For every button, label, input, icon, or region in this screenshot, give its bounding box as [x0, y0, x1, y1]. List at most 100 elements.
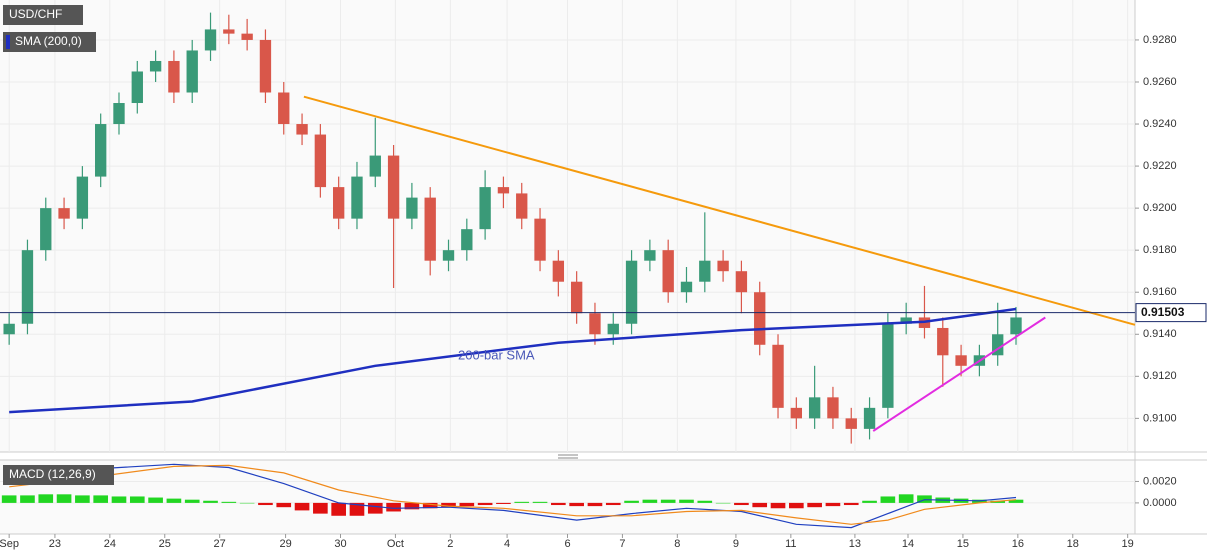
trend-line: [303, 95, 1136, 326]
candle-body: [717, 260, 729, 272]
histogram-bar: [587, 502, 603, 507]
histogram-bar: [148, 497, 163, 503]
y-tick-label: 0.9260: [1143, 76, 1177, 88]
histogram-bar: [221, 501, 237, 503]
candle-body: [937, 327, 949, 356]
legend-label: SMA (200,0): [15, 34, 82, 48]
histogram-bar: [111, 496, 127, 503]
candle-body: [900, 317, 912, 324]
x-tick-label: Sep: [0, 538, 19, 550]
candle-body: [131, 71, 143, 104]
histogram-bar: [715, 502, 731, 504]
histogram-bar: [441, 502, 456, 508]
candle-body: [442, 250, 455, 261]
y-tick-label: 0.9100: [1143, 412, 1177, 424]
legend-box: [3, 32, 96, 52]
histogram-bar: [239, 502, 255, 504]
candle-body: [735, 271, 748, 293]
candle-body: [699, 260, 711, 282]
candle-body: [40, 208, 52, 251]
candle-body: [680, 281, 693, 293]
y-tick-label: 0.9280: [1143, 34, 1177, 46]
histogram-bar: [532, 501, 548, 503]
histogram-bar: [75, 495, 90, 503]
histogram-bar: [624, 500, 639, 503]
histogram-bar: [898, 494, 914, 503]
candle-body: [644, 250, 656, 261]
candle-body: [149, 60, 162, 72]
histogram-bar: [258, 502, 273, 506]
candle-body: [204, 29, 217, 51]
y-tick-label: 0.9200: [1143, 202, 1177, 214]
candle-body: [552, 260, 565, 282]
candle-body: [1010, 317, 1022, 335]
y-tick-label: 0.9160: [1143, 286, 1177, 298]
title-box: [3, 5, 83, 25]
x-tick-label: 18: [1067, 538, 1079, 550]
candle-body: [406, 197, 418, 219]
candle-body: [955, 355, 967, 366]
trend-line: [872, 316, 1046, 432]
y-tick-label: 0.0000: [1143, 497, 1177, 509]
x-tick-label: 9: [733, 538, 739, 550]
histogram-bar: [514, 501, 530, 503]
x-tick-label: 19: [1122, 538, 1134, 550]
candle-body: [223, 29, 235, 34]
histogram-bar: [789, 502, 804, 509]
candle-body: [662, 250, 674, 293]
macd-line: [9, 463, 1017, 529]
candle-body: [168, 60, 180, 93]
candle-body: [332, 187, 345, 219]
candle-body: [863, 407, 876, 429]
sma-line: [9, 307, 1017, 414]
x-tick-label: 24: [104, 538, 116, 550]
x-tick-label: 2: [447, 538, 453, 550]
x-tick-label: 16: [1012, 538, 1024, 550]
candle-body: [497, 187, 510, 194]
candle-body: [625, 260, 638, 324]
candle-body: [113, 103, 125, 125]
histogram-bar: [367, 502, 383, 514]
histogram-bar: [880, 496, 896, 503]
y-tick-label: 0.9180: [1143, 244, 1177, 256]
candle-body: [479, 187, 491, 230]
histogram-bar: [697, 500, 713, 503]
last-price-label: 0.91503: [1141, 305, 1185, 319]
candle-body: [186, 50, 198, 93]
annotation: 200-bar SMA: [458, 347, 535, 362]
histogram-bar: [679, 499, 694, 503]
candle-body: [790, 407, 803, 419]
histogram-bar: [770, 502, 786, 509]
candle-body: [808, 397, 821, 419]
histogram-bar: [422, 502, 438, 509]
candle-body: [992, 334, 1004, 356]
title-box: [3, 465, 114, 485]
x-tick-label: 6: [564, 538, 570, 550]
y-tick-label: 0.9240: [1143, 118, 1177, 130]
histogram-bar: [496, 502, 511, 504]
histogram-bar: [294, 502, 310, 511]
histogram-bar: [184, 499, 200, 503]
x-tick-label: 27: [214, 538, 226, 550]
histogram-bar: [386, 502, 401, 512]
histogram-bar: [642, 499, 658, 503]
candle-body: [369, 155, 381, 177]
x-tick-label: Oct: [387, 538, 404, 550]
candle-body: [754, 292, 766, 345]
x-tick-label: 4: [504, 538, 510, 550]
last-price-box: [1135, 303, 1207, 323]
x-tick-label: 7: [619, 538, 625, 550]
candle-body: [570, 281, 583, 314]
histogram-bar: [313, 502, 328, 514]
macd-panel: [0, 460, 1135, 534]
x-tick-label: 30: [334, 538, 346, 550]
candle-body: [516, 193, 528, 219]
histogram-bar: [551, 502, 566, 506]
histogram-bar: [1, 495, 17, 503]
histogram-bar: [56, 494, 72, 503]
x-tick-label: 14: [902, 538, 914, 550]
candle-body: [845, 418, 857, 429]
candle-body: [589, 313, 601, 335]
candle-body: [424, 197, 436, 261]
